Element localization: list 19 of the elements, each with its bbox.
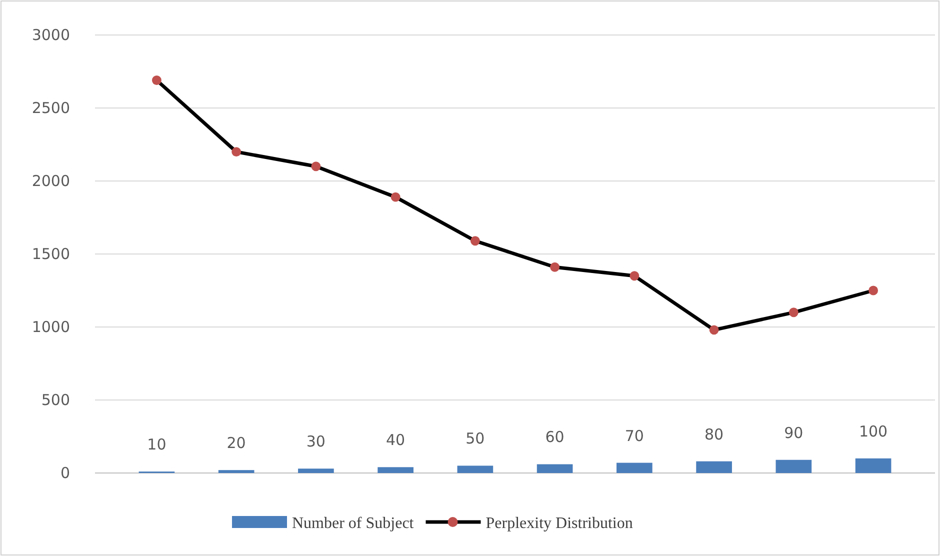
legend-label: Perplexity Distribution (486, 515, 633, 532)
data-label: 90 (784, 424, 804, 442)
data-label: 30 (306, 432, 326, 451)
data-label: 10 (147, 436, 166, 454)
legend-label: Number of Subject (292, 515, 414, 532)
data-label: 70 (624, 426, 644, 445)
y-tick-label: 1000 (32, 318, 70, 336)
data-label: 50 (466, 430, 485, 448)
y-tick-label: 0 (60, 464, 70, 482)
data-label: 40 (386, 431, 406, 450)
data-label: 80 (704, 425, 724, 444)
y-tick-label: 2500 (32, 98, 70, 117)
data-label: 60 (545, 428, 564, 446)
y-tick-label: 1500 (32, 244, 70, 263)
data-label: 20 (226, 434, 246, 452)
y-tick-label: 3000 (32, 26, 70, 44)
y-tick-label: 500 (41, 390, 70, 409)
y-tick-label: 2000 (32, 172, 70, 190)
data-label: 100 (858, 422, 888, 440)
